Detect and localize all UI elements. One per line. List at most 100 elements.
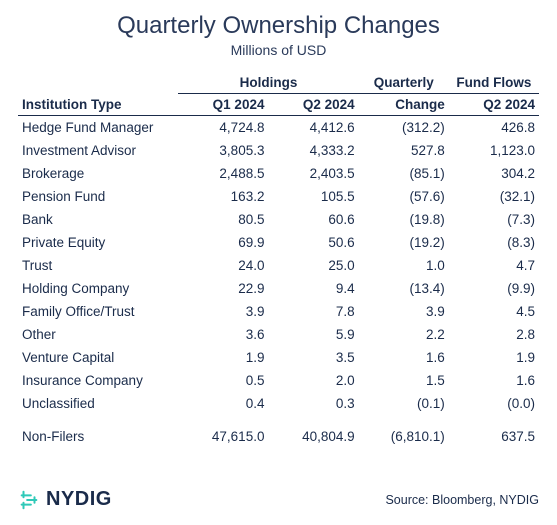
cell-inst: Venture Capital [18,346,178,369]
cell-chg: 1.6 [359,346,449,369]
cell-chg: (19.8) [359,208,449,231]
page-subtitle: Millions of USD [18,42,539,58]
cell-ff: 426.8 [449,116,539,140]
cell-q2: 9.4 [268,277,358,300]
cell-inst: Trust [18,254,178,277]
cell-inst: Brokerage [18,162,178,185]
cell-inst: Unclassified [18,392,178,415]
cell-inst: Holding Company [18,277,178,300]
col-ff: Q2 2024 [449,94,539,116]
cell-q1: 80.5 [178,208,268,231]
cell-q1: 4,724.8 [178,116,268,140]
col-change: Change [359,94,449,116]
cell-q1: 69.9 [178,231,268,254]
cell-q1: 22.9 [178,277,268,300]
cell-q2: 0.3 [268,392,358,415]
cell-q2: 7.8 [268,300,358,323]
cell-inst: Non-Filers [18,425,178,448]
cell-q2: 105.5 [268,185,358,208]
cell-q1: 3.6 [178,323,268,346]
cell-ff: (9.9) [449,277,539,300]
cell-q2: 3.5 [268,346,358,369]
cell-inst: Private Equity [18,231,178,254]
source-text: Source: Bloomberg, NYDIG [385,493,539,507]
table-row: Investment Advisor3,805.34,333.2527.81,1… [18,139,539,162]
cell-chg: 1.5 [359,369,449,392]
ownership-table: Holdings Quarterly Fund Flows Institutio… [18,72,539,448]
cell-q1: 24.0 [178,254,268,277]
cell-inst: Investment Advisor [18,139,178,162]
table-row: Holding Company22.99.4(13.4)(9.9) [18,277,539,300]
nonfilers-row: Non-Filers47,615.040,804.9(6,810.1)637.5 [18,425,539,448]
page-title: Quarterly Ownership Changes [18,12,539,40]
cell-q1: 0.4 [178,392,268,415]
cell-q1: 3.9 [178,300,268,323]
col-q1: Q1 2024 [178,94,268,116]
cell-chg: 3.9 [359,300,449,323]
cell-ff: 4.5 [449,300,539,323]
cell-q1: 2,488.5 [178,162,268,185]
cell-q2: 40,804.9 [268,425,358,448]
cell-ff: (7.3) [449,208,539,231]
table-row: Bank80.560.6(19.8)(7.3) [18,208,539,231]
table-row: Insurance Company0.52.01.51.6 [18,369,539,392]
cell-q2: 5.9 [268,323,358,346]
cell-ff: 1.6 [449,369,539,392]
cell-chg: 2.2 [359,323,449,346]
cell-ff: 637.5 [449,425,539,448]
cell-inst: Pension Fund [18,185,178,208]
cell-ff: 304.2 [449,162,539,185]
cell-chg: (6,810.1) [359,425,449,448]
footer: NYDIG Source: Bloomberg, NYDIG [18,488,539,511]
cell-q2: 50.6 [268,231,358,254]
cell-q2: 2,403.5 [268,162,358,185]
cell-ff: (8.3) [449,231,539,254]
cell-ff: 2.8 [449,323,539,346]
cell-q1: 0.5 [178,369,268,392]
nydig-logo-icon [18,489,40,511]
cell-q2: 25.0 [268,254,358,277]
table-row: Private Equity69.950.6(19.2)(8.3) [18,231,539,254]
cell-q1: 47,615.0 [178,425,268,448]
table-row: Venture Capital1.93.51.61.9 [18,346,539,369]
table-row: Pension Fund163.2105.5(57.6)(32.1) [18,185,539,208]
cell-q1: 1.9 [178,346,268,369]
cell-chg: (13.4) [359,277,449,300]
table-row: Hedge Fund Manager4,724.84,412.6(312.2)4… [18,116,539,140]
nydig-logo-text: NYDIG [46,488,112,511]
cell-inst: Hedge Fund Manager [18,116,178,140]
col-institution: Institution Type [18,94,178,116]
cell-chg: (19.2) [359,231,449,254]
cell-inst: Family Office/Trust [18,300,178,323]
cell-inst: Bank [18,208,178,231]
table-row: Family Office/Trust3.97.83.94.5 [18,300,539,323]
cell-q2: 4,412.6 [268,116,358,140]
table-row: Other3.65.92.22.8 [18,323,539,346]
table-body: Hedge Fund Manager4,724.84,412.6(312.2)4… [18,116,539,449]
table-row: Brokerage2,488.52,403.5(85.1)304.2 [18,162,539,185]
cell-q2: 4,333.2 [268,139,358,162]
table-row: Unclassified0.40.3(0.1)(0.0) [18,392,539,415]
cell-ff: 1.9 [449,346,539,369]
header-col-row: Institution Type Q1 2024 Q2 2024 Change … [18,94,539,116]
cell-chg: (0.1) [359,392,449,415]
cell-chg: (57.6) [359,185,449,208]
header-group-row: Holdings Quarterly Fund Flows [18,72,539,94]
cell-inst: Insurance Company [18,369,178,392]
cell-ff: 1,123.0 [449,139,539,162]
cell-inst: Other [18,323,178,346]
nydig-logo: NYDIG [18,488,112,511]
cell-ff: (0.0) [449,392,539,415]
header-quarterly: Quarterly [359,72,449,94]
header-holdings: Holdings [178,72,358,94]
header-fundflows: Fund Flows [449,72,539,94]
cell-ff: (32.1) [449,185,539,208]
col-q2: Q2 2024 [268,94,358,116]
table-row: Trust24.025.01.04.7 [18,254,539,277]
cell-chg: (312.2) [359,116,449,140]
cell-q2: 2.0 [268,369,358,392]
cell-chg: 1.0 [359,254,449,277]
cell-chg: 527.8 [359,139,449,162]
cell-q1: 3,805.3 [178,139,268,162]
cell-q1: 163.2 [178,185,268,208]
